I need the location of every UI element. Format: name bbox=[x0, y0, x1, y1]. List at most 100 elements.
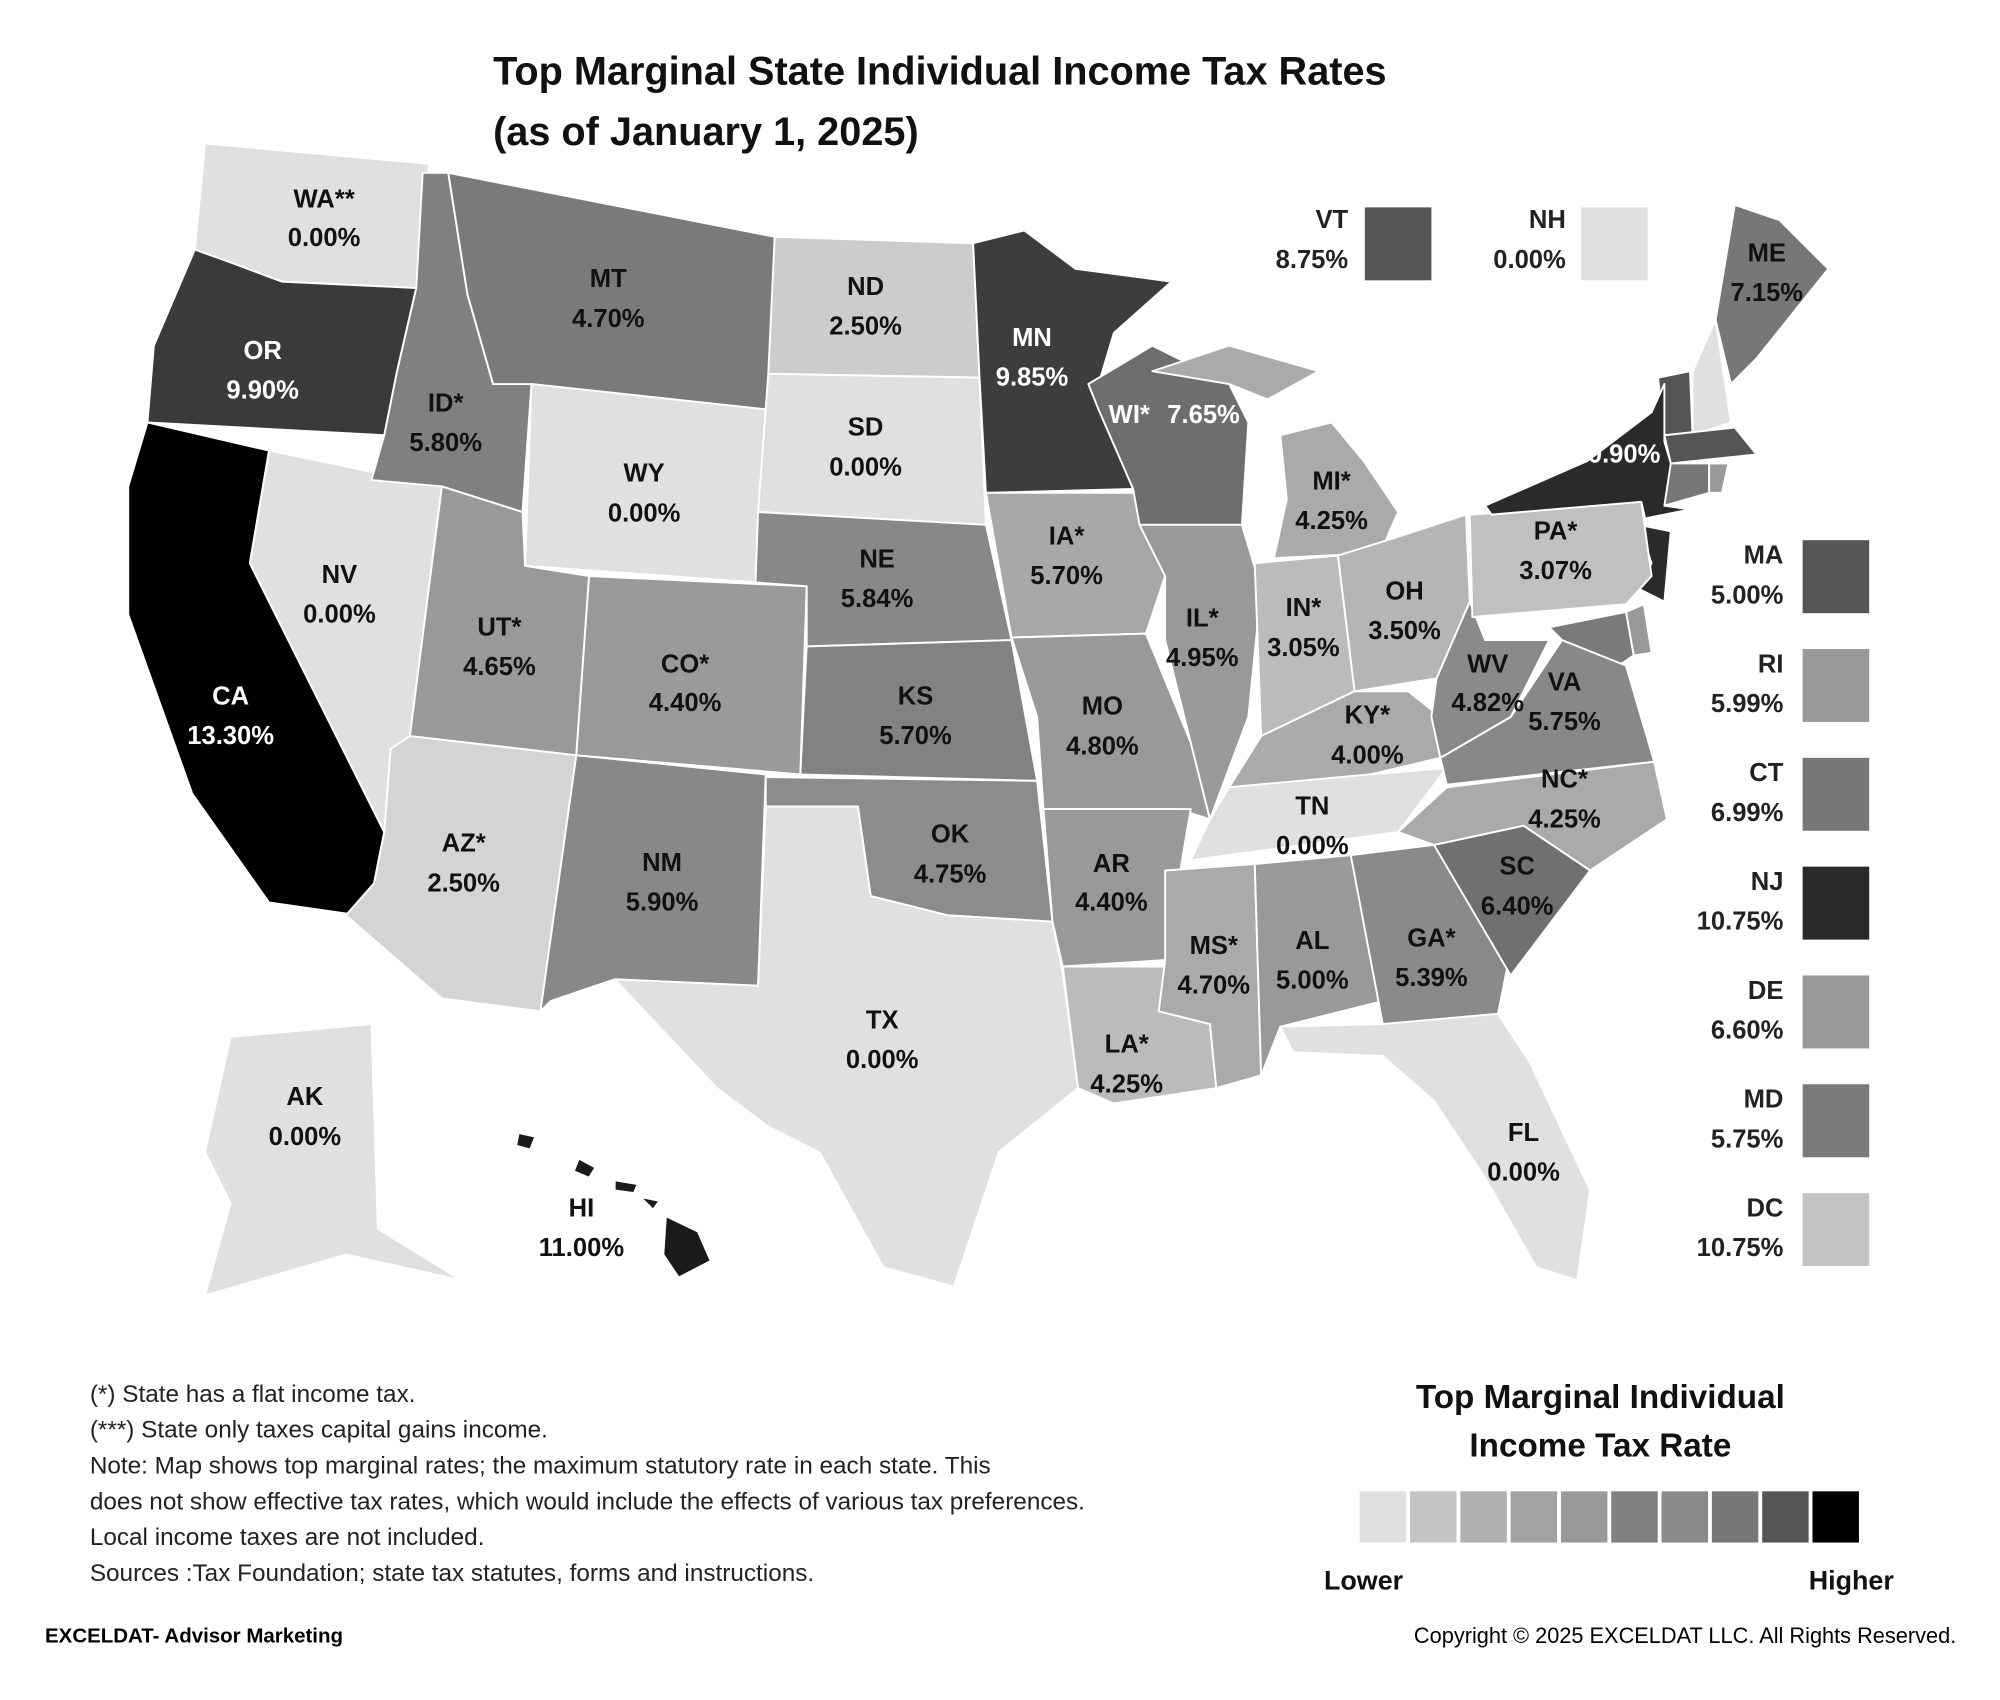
state-label: OK bbox=[931, 821, 970, 849]
state-label: UT* bbox=[477, 613, 521, 641]
state-label: CA bbox=[212, 682, 249, 710]
state-shape bbox=[1484, 383, 1691, 520]
state-label: WV bbox=[1467, 650, 1508, 678]
legend-title: Top Marginal Individual bbox=[1416, 1379, 1785, 1416]
state-rate: 0.00% bbox=[1487, 1159, 1560, 1187]
state-label: MT bbox=[590, 265, 627, 293]
callout-rate: 5.75% bbox=[1711, 1125, 1784, 1153]
note-line: Local income taxes are not included. bbox=[90, 1524, 485, 1551]
state-label: OR bbox=[243, 337, 281, 365]
state-rate: 4.75% bbox=[914, 860, 987, 888]
state-rate: 4.25% bbox=[1528, 805, 1601, 833]
callout-label: NH bbox=[1529, 206, 1566, 234]
nh-shape bbox=[1691, 319, 1732, 437]
state-shape bbox=[1042, 808, 1192, 968]
state-label: AR bbox=[1093, 850, 1130, 878]
state-rate: 5.84% bbox=[841, 585, 914, 613]
state-rate: 6.40% bbox=[1481, 892, 1554, 920]
state-label: WA** bbox=[294, 186, 355, 214]
state-rate: 4.95% bbox=[1166, 644, 1239, 672]
state-shape bbox=[1397, 760, 1668, 872]
state-shape bbox=[972, 229, 1173, 494]
state-label: OH bbox=[1385, 577, 1423, 605]
state-rate: 3.50% bbox=[1368, 617, 1441, 645]
state-rate: 0.00% bbox=[269, 1123, 342, 1151]
state-rate: 2.50% bbox=[829, 312, 902, 340]
state-label: TN bbox=[1295, 793, 1329, 821]
note-line: does not show effective tax rates, which… bbox=[90, 1488, 1085, 1515]
state-rate: 4.82% bbox=[1451, 689, 1524, 717]
state-label: MN bbox=[1012, 324, 1052, 352]
state-shape bbox=[1349, 843, 1512, 1026]
state-rate: 11.00% bbox=[539, 1234, 625, 1262]
state-label: SD bbox=[848, 414, 884, 442]
legend-title: Income Tax Rate bbox=[1469, 1428, 1731, 1465]
state-shape bbox=[1010, 632, 1211, 821]
state-shape bbox=[572, 1157, 597, 1179]
state-shape bbox=[204, 1023, 463, 1297]
note-line: Sources :Tax Foundation; state tax statu… bbox=[90, 1560, 814, 1587]
state-label: ME bbox=[1748, 240, 1786, 268]
subtitle: (as of January 1, 2025) bbox=[493, 110, 919, 154]
state-label: AZ* bbox=[442, 830, 486, 858]
callout-rate: 6.99% bbox=[1711, 799, 1784, 827]
title: Top Marginal State Individual Income Tax… bbox=[493, 50, 1387, 94]
callout-swatch bbox=[1364, 207, 1432, 281]
callout-swatch bbox=[1802, 1193, 1870, 1267]
callout-label: DC bbox=[1746, 1194, 1783, 1222]
state-rate: 7.15% bbox=[1731, 279, 1804, 307]
legend-swatch bbox=[1460, 1491, 1507, 1543]
state-shape bbox=[984, 491, 1167, 639]
callout-label: NJ bbox=[1751, 868, 1784, 896]
state-label: GA* bbox=[1407, 924, 1455, 952]
state-label: ID* bbox=[428, 389, 464, 417]
states-layer bbox=[127, 142, 1830, 1297]
footer-right: Copyright © 2025 EXCELDAT LLC. All Right… bbox=[1414, 1623, 1956, 1648]
state-rate: 5.80% bbox=[409, 429, 482, 457]
state-label: PA* bbox=[1534, 517, 1578, 545]
state-rate: 5.39% bbox=[1395, 964, 1468, 992]
state-rate: 4.25% bbox=[1295, 507, 1368, 535]
state-label: SC bbox=[1499, 853, 1535, 881]
state-rate: 0.00% bbox=[303, 601, 376, 629]
state-label: AK bbox=[286, 1083, 323, 1111]
state-shape bbox=[1714, 203, 1830, 385]
state-rate: 13.30% bbox=[187, 722, 274, 750]
state-rate: 3.07% bbox=[1519, 557, 1592, 585]
state-label: NM bbox=[642, 849, 682, 877]
state-label: VA bbox=[1548, 668, 1582, 696]
state-shape bbox=[799, 639, 1039, 782]
state-rate: 4.70% bbox=[572, 305, 645, 333]
callout-rate: 5.99% bbox=[1711, 690, 1784, 718]
legend-swatch bbox=[1359, 1491, 1407, 1543]
ct-shape bbox=[1663, 462, 1711, 507]
state-rate: 0.00% bbox=[829, 453, 902, 481]
callout-label: RI bbox=[1758, 650, 1784, 678]
state-shape bbox=[757, 372, 987, 526]
legend-swatch bbox=[1510, 1491, 1558, 1543]
state-label: IN* bbox=[1286, 594, 1322, 622]
state-label: IA* bbox=[1049, 522, 1085, 550]
ma-shape bbox=[1663, 426, 1758, 465]
state-shape bbox=[515, 1131, 537, 1151]
legend-swatch bbox=[1661, 1491, 1709, 1543]
legend-swatch bbox=[1711, 1491, 1759, 1543]
callout-rate: 6.60% bbox=[1711, 1017, 1784, 1045]
state-rate: 4.40% bbox=[649, 689, 722, 717]
state-rate: 4.00% bbox=[1331, 741, 1404, 769]
callout-swatch bbox=[1802, 540, 1870, 614]
state-shape bbox=[767, 235, 981, 379]
state-label: KY* bbox=[1345, 702, 1391, 730]
state-rate: 5.00% bbox=[1276, 967, 1349, 995]
callout-label: MA bbox=[1744, 542, 1784, 570]
state-shape bbox=[539, 754, 767, 1013]
state-rate: 4.70% bbox=[1177, 972, 1250, 1000]
legend-swatch bbox=[1611, 1491, 1658, 1543]
state-shape bbox=[1151, 344, 1320, 401]
callout-label: CT bbox=[1749, 759, 1783, 787]
state-label: WI* bbox=[1109, 401, 1150, 429]
state-label: NC* bbox=[1541, 766, 1588, 794]
state-label: KS bbox=[898, 682, 934, 710]
